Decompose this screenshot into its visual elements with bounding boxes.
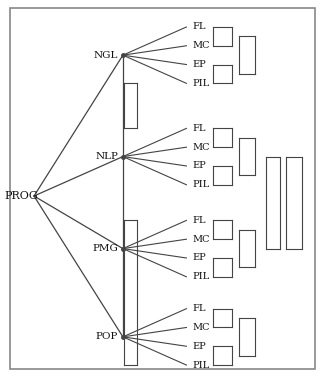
Text: MC: MC (193, 143, 210, 152)
Text: EP: EP (193, 60, 206, 69)
Text: NLP: NLP (95, 152, 118, 161)
Text: PMG: PMG (92, 244, 118, 253)
Text: FL: FL (193, 23, 206, 32)
Text: NGL: NGL (94, 51, 118, 60)
Text: MC: MC (193, 323, 210, 332)
Text: PROG: PROG (5, 191, 38, 201)
Text: PIL: PIL (193, 180, 210, 189)
Text: FL: FL (193, 216, 206, 225)
Text: PIL: PIL (193, 79, 210, 88)
Text: PIL: PIL (193, 272, 210, 281)
Text: FL: FL (193, 304, 206, 313)
Text: POP: POP (96, 333, 118, 341)
Text: EP: EP (193, 253, 206, 262)
Text: FL: FL (193, 124, 206, 133)
Text: EP: EP (193, 342, 206, 351)
Text: MC: MC (193, 235, 210, 244)
Text: EP: EP (193, 161, 206, 170)
Text: PIL: PIL (193, 360, 210, 369)
Text: MC: MC (193, 41, 210, 50)
